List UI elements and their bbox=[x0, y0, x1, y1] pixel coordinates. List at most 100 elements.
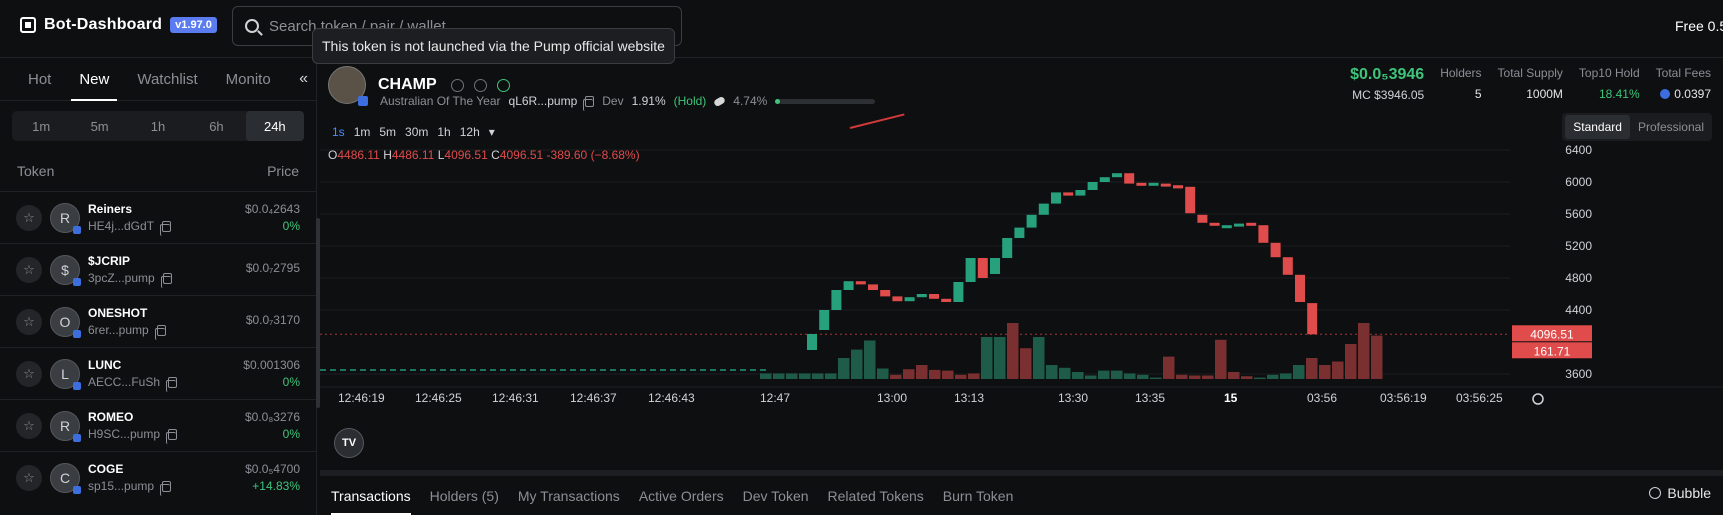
tab-monitor[interactable]: Monito bbox=[225, 70, 271, 88]
interval-1h[interactable]: 1h bbox=[437, 125, 451, 139]
token-address-line: H9SC...pump bbox=[88, 427, 245, 444]
tab-watchlist[interactable]: Watchlist bbox=[137, 70, 198, 88]
tf-24h[interactable]: 24h bbox=[245, 111, 305, 141]
mode-professional[interactable]: Professional bbox=[1637, 120, 1704, 134]
tab-my-transactions[interactable]: My Transactions bbox=[517, 487, 620, 504]
token-row[interactable]: ☆ $ $JCRIP 3pcZ...pump $0.0₇2795 bbox=[0, 243, 316, 295]
tradingview-logo-icon[interactable]: TV bbox=[334, 428, 364, 458]
ohlc-low: 4096.51 bbox=[444, 148, 488, 162]
candle bbox=[929, 294, 939, 299]
interval-30m[interactable]: 30m bbox=[405, 125, 429, 139]
tab-related-tokens[interactable]: Related Tokens bbox=[827, 487, 924, 504]
price-chart[interactable]: O4486.11 H4486.11 L4096.51 C4096.51 -389… bbox=[320, 142, 1723, 502]
mode-standard[interactable]: Standard bbox=[1565, 115, 1630, 139]
sidebar-scrollbar[interactable] bbox=[316, 218, 320, 408]
star-icon[interactable]: ☆ bbox=[16, 204, 42, 231]
star-icon[interactable] bbox=[450, 78, 464, 92]
interval-12h[interactable]: 12h bbox=[459, 125, 480, 139]
pump-status-icon[interactable] bbox=[496, 78, 510, 92]
interval-1m[interactable]: 1m bbox=[353, 125, 371, 139]
token-list: ☆ R Reiners HE4j...dGdT $0.0₄2643 0% ☆ $ $JCRIP 3… bbox=[0, 191, 316, 503]
star-icon[interactable]: ☆ bbox=[16, 360, 42, 387]
stat-label: Total Supply bbox=[1497, 66, 1563, 80]
star-icon[interactable]: ☆ bbox=[16, 256, 42, 283]
tab-hot[interactable]: Hot bbox=[28, 70, 52, 88]
chain-chip-icon bbox=[73, 329, 81, 338]
copy-icon[interactable] bbox=[166, 376, 178, 392]
volume-bar bbox=[877, 368, 889, 379]
volume-bar bbox=[1020, 348, 1032, 379]
token-change: 0% bbox=[282, 427, 300, 441]
ohlc-change: -389.60 (−8.68%) bbox=[546, 148, 640, 162]
token-price-block: $0.0₇2795 bbox=[246, 261, 300, 278]
tf-1m[interactable]: 1m bbox=[32, 118, 51, 134]
bundle-progress-fill bbox=[775, 98, 781, 104]
copy-icon[interactable] bbox=[160, 480, 172, 496]
interval-1s[interactable]: 1s bbox=[332, 125, 345, 139]
star-icon[interactable]: ☆ bbox=[16, 464, 42, 491]
interval-dropdown-icon[interactable]: ▾ bbox=[488, 125, 495, 139]
token-row[interactable]: ☆ R Reiners HE4j...dGdT $0.0₄2643 0% bbox=[0, 191, 316, 243]
candle bbox=[953, 282, 964, 302]
candle bbox=[868, 284, 878, 290]
token-row[interactable]: ☆ O ONESHOT 6rer...pump $0.0₇3170 bbox=[0, 295, 316, 347]
tab-holders[interactable]: Holders (5) bbox=[429, 487, 499, 504]
tab-dev-token[interactable]: Dev Token bbox=[742, 487, 809, 504]
chart-canvas[interactable]: 6400 6000 5600 5200 4800 4400 3600 4096.51 161.7… bbox=[320, 142, 1723, 470]
token-address: 3pcZ...pump bbox=[88, 271, 155, 285]
tf-1h[interactable]: 1h bbox=[150, 118, 166, 134]
copy-icon[interactable] bbox=[166, 428, 178, 444]
avatar-letter: L bbox=[61, 365, 69, 382]
tf-5m[interactable]: 5m bbox=[90, 118, 109, 134]
tab-active-orders[interactable]: Active Orders bbox=[638, 487, 724, 504]
candle bbox=[1051, 192, 1061, 204]
chart-mode-toggle: Standard Professional bbox=[1562, 113, 1712, 141]
bottom-tabs: Transactions Holders (5) My Transactions… bbox=[320, 470, 1723, 515]
last-price-box bbox=[1512, 325, 1592, 342]
chain-chip-icon bbox=[73, 381, 81, 390]
dev-status: (Hold) bbox=[673, 94, 707, 108]
x-tick-label: 03:56:25 bbox=[1456, 391, 1503, 405]
token-price: $0.001306 bbox=[243, 358, 300, 372]
copy-icon[interactable] bbox=[583, 95, 595, 111]
candle bbox=[1307, 303, 1318, 335]
candle bbox=[880, 290, 891, 297]
last-volume-box bbox=[1512, 342, 1592, 359]
volume-bar bbox=[1280, 373, 1292, 379]
avatar-letter: R bbox=[59, 209, 71, 226]
candle bbox=[977, 258, 988, 278]
y-tick-label: 6400 bbox=[1565, 143, 1592, 157]
bubble-button[interactable]: Bubble bbox=[1649, 485, 1711, 501]
volume-bar bbox=[942, 370, 954, 379]
collapse-sidebar-icon[interactable]: « bbox=[299, 70, 308, 87]
search-icon[interactable] bbox=[473, 78, 487, 92]
star-icon[interactable]: ☆ bbox=[16, 308, 42, 335]
volume-bar bbox=[1371, 335, 1383, 379]
brand[interactable]: Bot-Dashboard v1.97.0 bbox=[20, 16, 217, 34]
tab-transactions[interactable]: Transactions bbox=[331, 487, 411, 515]
x-tick-label: 03:56 bbox=[1307, 391, 1337, 405]
token-row[interactable]: ☆ R ROMEO H9SC...pump $0.0₈3276 0% bbox=[0, 399, 316, 451]
stat-value: 18.41% bbox=[1598, 87, 1640, 101]
interval-5m[interactable]: 5m bbox=[379, 125, 397, 139]
token-price-block: $0.001306 0% bbox=[243, 358, 300, 389]
stat-label: Total Fees bbox=[1655, 66, 1711, 80]
tab-burn-token[interactable]: Burn Token bbox=[942, 487, 1014, 504]
star-icon[interactable]: ☆ bbox=[16, 412, 42, 439]
token-meta: COGE sp15...pump bbox=[88, 462, 245, 496]
copy-icon[interactable] bbox=[160, 220, 172, 236]
plan-label[interactable]: Free 0.5 bbox=[1675, 18, 1723, 34]
copy-icon[interactable] bbox=[154, 324, 166, 340]
tab-new[interactable]: New bbox=[67, 58, 125, 101]
token-row[interactable]: ☆ L LUNC AECC...FuSh $0.001306 0% bbox=[0, 347, 316, 399]
stat-fees: Total Fees 0.0397 bbox=[1656, 66, 1711, 102]
ohlc-high: 4486.11 bbox=[391, 148, 435, 162]
token-address: sp15...pump bbox=[88, 479, 155, 493]
copy-icon[interactable] bbox=[160, 272, 172, 288]
volume-bar bbox=[1046, 365, 1058, 379]
volume-bar bbox=[851, 349, 863, 379]
volume-bar bbox=[968, 373, 980, 379]
token-row[interactable]: ☆ C COGE sp15...pump $0.0₅4700 +14.83% bbox=[0, 451, 316, 503]
chain-chip-icon bbox=[73, 485, 81, 494]
tf-6h[interactable]: 6h bbox=[209, 118, 224, 134]
